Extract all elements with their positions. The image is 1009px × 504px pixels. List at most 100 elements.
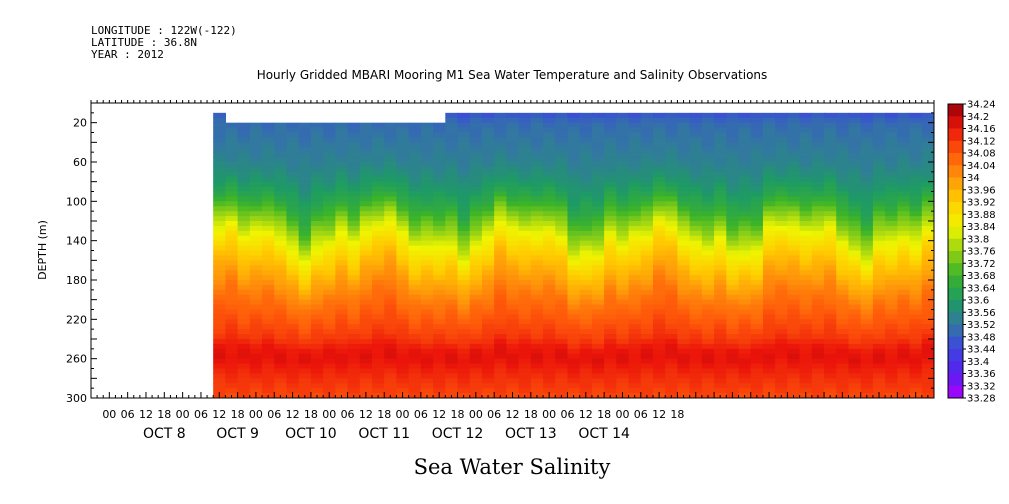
heatmap-cell xyxy=(408,275,422,281)
heatmap-cell xyxy=(811,280,825,286)
heatmap-cell xyxy=(213,373,226,379)
heatmap-cell xyxy=(518,191,532,198)
heatmap-cell xyxy=(872,363,886,370)
heatmap-cell xyxy=(372,299,385,306)
heatmap-cell xyxy=(249,363,263,370)
heatmap-cell xyxy=(848,142,862,148)
heatmap-cell xyxy=(897,265,911,271)
heatmap-cell xyxy=(494,166,507,173)
heatmap-cell xyxy=(384,334,398,340)
heatmap-cell xyxy=(909,334,923,340)
y-tick-label: 100 xyxy=(66,195,87,208)
heatmap-cell xyxy=(506,329,520,335)
heatmap-cell xyxy=(420,157,434,163)
heatmap-cell xyxy=(494,240,507,247)
heatmap-cell xyxy=(885,388,898,394)
heatmap-cell xyxy=(335,137,349,143)
heatmap-cell xyxy=(714,289,727,296)
heatmap-cell xyxy=(848,240,862,247)
heatmap-cell xyxy=(799,132,813,139)
heatmap-cell xyxy=(372,211,385,217)
heatmap-cell xyxy=(897,388,911,394)
heatmap-cell xyxy=(347,211,361,217)
heatmap-cell xyxy=(836,191,850,198)
heatmap-cell xyxy=(567,162,581,168)
heatmap-cell xyxy=(885,383,898,389)
heatmap-cell xyxy=(469,260,483,266)
heatmap-cell xyxy=(481,152,495,158)
heatmap-cell xyxy=(310,363,324,370)
heatmap-cell xyxy=(640,176,654,183)
heatmap-cell xyxy=(665,260,679,266)
heatmap-cell xyxy=(738,162,752,168)
heatmap-cell xyxy=(604,353,617,360)
heatmap-cell xyxy=(616,250,630,257)
heatmap-cell xyxy=(909,201,923,207)
heatmap-cell xyxy=(335,191,349,198)
heatmap-cell xyxy=(457,245,471,252)
heatmap-cell xyxy=(237,280,251,286)
heatmap-cell xyxy=(457,343,471,350)
heatmap-cell xyxy=(323,201,336,207)
heatmap-cell xyxy=(298,260,312,266)
heatmap-cell xyxy=(396,142,410,148)
heatmap-cell xyxy=(335,122,349,129)
heatmap-cell xyxy=(714,142,727,148)
heatmap-cell xyxy=(481,112,495,119)
heatmap-cell xyxy=(750,181,764,188)
heatmap-cell xyxy=(433,221,446,227)
heatmap-cell xyxy=(481,260,495,266)
heatmap-cell xyxy=(445,255,459,261)
heatmap-cell xyxy=(775,216,788,222)
heatmap-cell xyxy=(579,284,593,291)
colorbar: 34.2434.234.1634.1234.0834.043433.9633.9… xyxy=(947,100,996,405)
colorbar-label: 33.32 xyxy=(967,381,996,392)
heatmap-cell xyxy=(591,162,605,168)
heatmap-cell xyxy=(909,176,923,183)
heatmap-cell xyxy=(237,358,251,365)
heatmap-cell xyxy=(677,235,691,242)
heatmap-cell xyxy=(665,373,679,379)
heatmap-cell xyxy=(249,299,263,306)
heatmap-cell xyxy=(310,309,324,316)
heatmap-cell xyxy=(677,343,691,350)
heatmap-cell xyxy=(213,225,226,232)
heatmap-cell xyxy=(775,339,788,345)
heatmap-cell xyxy=(372,314,385,320)
heatmap-cell xyxy=(591,309,605,316)
heatmap-cell xyxy=(653,368,666,375)
heatmap-cell xyxy=(543,309,556,316)
heatmap-cell xyxy=(286,166,300,173)
heatmap-cell xyxy=(237,368,251,375)
heatmap-cell xyxy=(408,166,422,173)
heatmap-cell xyxy=(836,181,850,188)
heatmap-cell xyxy=(372,137,385,143)
heatmap-cell xyxy=(310,260,324,266)
heatmap-cell xyxy=(335,358,349,365)
heatmap-cell xyxy=(543,216,556,222)
heatmap-cell xyxy=(909,329,923,335)
heatmap-cell xyxy=(481,383,495,389)
heatmap-cell xyxy=(885,191,898,198)
heatmap-cell xyxy=(909,137,923,143)
heatmap-cell xyxy=(408,196,422,202)
heatmap-cell xyxy=(274,162,288,168)
heatmap-cell xyxy=(335,196,349,202)
heatmap-cell xyxy=(848,265,862,271)
heatmap-cell xyxy=(457,191,471,198)
heatmap-cell xyxy=(555,221,569,227)
heatmap-cell xyxy=(359,191,373,198)
heatmap-cell xyxy=(677,221,691,227)
heatmap-cell xyxy=(591,166,605,173)
heatmap-cell xyxy=(848,230,862,237)
heatmap-cell xyxy=(506,289,520,296)
heatmap-cell xyxy=(921,314,934,320)
heatmap-cell xyxy=(677,378,691,384)
heatmap-cell xyxy=(701,334,715,340)
heatmap-cell xyxy=(384,289,398,296)
heatmap-cell xyxy=(897,383,911,389)
heatmap-cell xyxy=(860,235,874,242)
heatmap-cell xyxy=(897,147,911,153)
heatmap-cell xyxy=(872,196,886,202)
heatmap-cell xyxy=(262,230,275,237)
